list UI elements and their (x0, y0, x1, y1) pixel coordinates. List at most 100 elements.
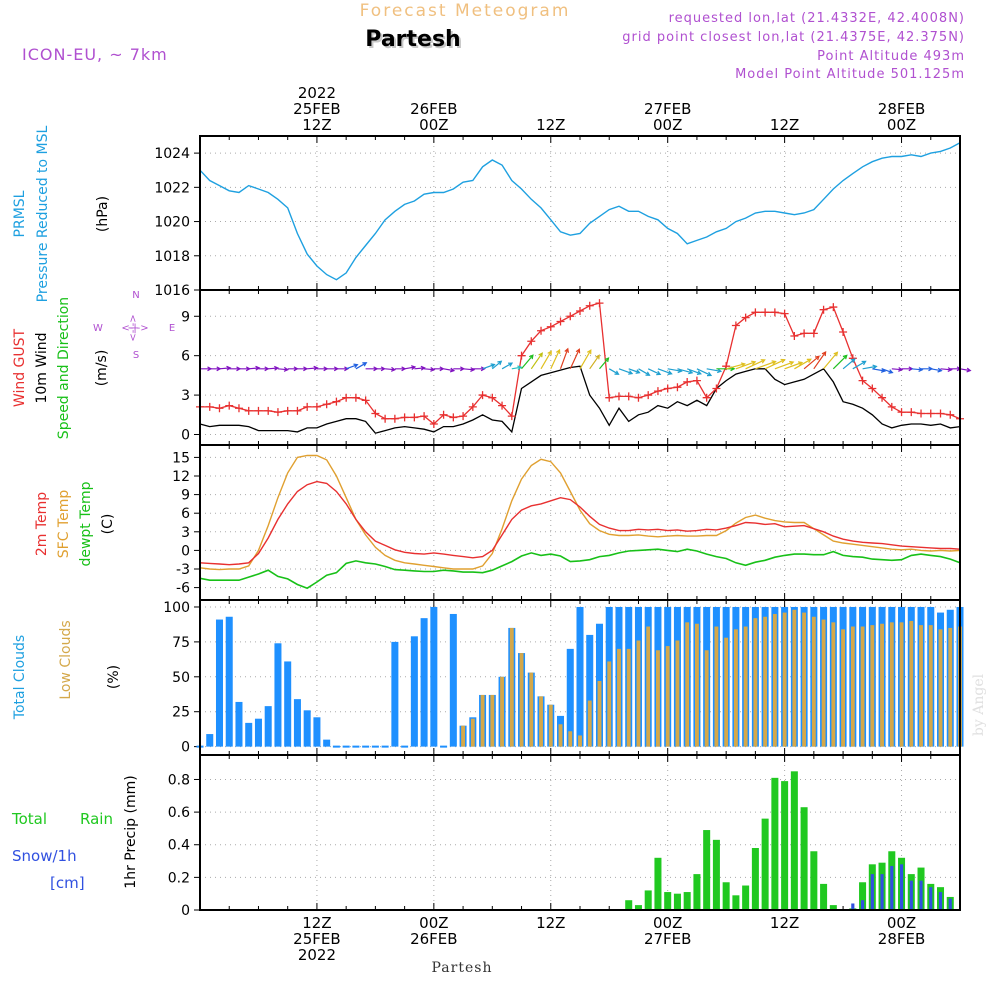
total-clouds-bar (254, 718, 262, 747)
low-clouds-bar (500, 676, 504, 747)
wind-barb (316, 366, 329, 372)
gust-marker (809, 329, 818, 338)
gust-marker (225, 401, 234, 410)
gust-marker (273, 408, 282, 417)
y-tick-label-5-4: 0.8 (168, 772, 190, 788)
p5-label-unit: 1hr Precip (mm) (123, 775, 139, 888)
gust-marker (868, 384, 877, 393)
time-label-bottom: 12Z (536, 914, 565, 932)
wind-barb (453, 366, 466, 372)
wind-barb (755, 360, 777, 370)
low-clouds-bar (685, 622, 690, 747)
low-clouds-bar (928, 625, 933, 747)
gust-marker (819, 305, 828, 314)
gust-marker (897, 408, 906, 417)
total-clouds-bar (245, 722, 253, 747)
y-tick-label-1-4: 1024 (154, 146, 190, 162)
wind-barb (618, 368, 634, 375)
wind-barb (784, 361, 804, 370)
wind-barb (287, 366, 299, 372)
wind-barb (530, 352, 543, 370)
total-clouds-bar (284, 661, 292, 747)
rain-bar (634, 905, 642, 910)
wind-barb (589, 354, 600, 370)
panel-3: -6 -3 0 3 6 9 12 15 (172, 445, 960, 600)
y-tick-label-2-2: 6 (181, 349, 190, 365)
gust-line (200, 302, 961, 425)
location-title: Partesh (365, 27, 460, 52)
y-tick-label-1-3: 1022 (154, 180, 190, 196)
wind-barb (307, 365, 319, 371)
y-tick-label-5-2: 0.4 (168, 838, 190, 854)
wind-barb (686, 368, 702, 375)
time-label-top: 26FEB (410, 100, 457, 118)
rain-bar (810, 851, 818, 910)
gust-marker (673, 383, 682, 392)
wind-barb (832, 354, 848, 370)
p1-label-prmsl: PRMSL (12, 190, 28, 237)
dewpt-line (199, 548, 961, 590)
wind-barb (375, 366, 386, 372)
panel-frame-5 (199, 754, 961, 911)
snow-bar (870, 874, 874, 910)
gust-marker (761, 308, 770, 317)
low-clouds-bar (646, 626, 651, 747)
low-clouds-bar (938, 629, 943, 747)
p4-label-unit: (%) (106, 665, 122, 689)
wind-barb (677, 368, 694, 375)
plot-area: 1016 1018 1020 1022 1024 0 3 6 9 -6 -3 0 3 6 9 12 15 0 25 5… (154, 84, 972, 964)
time-label-bottom: 25FEB (293, 930, 340, 948)
grid-point-coords: grid point closest lon,lat (21.4375E, 42… (622, 30, 965, 45)
low-clouds-bar (704, 650, 709, 747)
wind-barb (608, 368, 620, 375)
wind-barb (657, 368, 673, 375)
wind-speed-line (199, 365, 961, 434)
gust-marker (303, 402, 312, 411)
gust-marker (312, 402, 321, 411)
gust-marker (878, 393, 887, 402)
gust-marker (371, 409, 380, 418)
compass-east: E (169, 323, 175, 334)
gust-marker (507, 412, 516, 421)
low-clouds-bar (909, 620, 914, 747)
wind-barb (511, 365, 523, 371)
p1-label-pressure: Pressure Reduced to MSL (35, 125, 51, 302)
gust-marker (653, 387, 662, 396)
gust-marker (527, 337, 536, 346)
snow-bar (938, 892, 943, 910)
gust-marker (634, 393, 643, 402)
gust-marker (215, 404, 224, 413)
total-clouds-bar (264, 706, 272, 747)
model-label: ICON-EU, ~ 7km (22, 45, 168, 64)
gust-marker (624, 392, 633, 401)
gust-marker (293, 406, 302, 415)
y-tick-label-3-5: 9 (181, 488, 190, 504)
compass-north: N (132, 290, 139, 301)
gust-marker (926, 409, 935, 418)
gust-marker (907, 408, 916, 417)
credit-watermark: by Angel (971, 673, 987, 736)
wind-barb (326, 366, 339, 372)
gust-marker (429, 419, 438, 428)
total-clouds-bar (206, 734, 214, 747)
gust-marker (351, 393, 360, 402)
panel-1: 1016 1018 1020 1022 1024 (154, 136, 960, 299)
gust-marker (361, 396, 370, 405)
wind-barb (297, 366, 309, 372)
p3-label-t2m: 2m Temp (34, 492, 50, 556)
low-clouds-bar (548, 704, 553, 747)
time-label-top: 12Z (302, 116, 331, 134)
low-clouds-bar (607, 661, 612, 747)
time-label-bottom: 00Z (887, 914, 916, 932)
low-clouds-bar (899, 622, 904, 747)
wind-barb (463, 367, 476, 372)
gust-marker (478, 391, 487, 400)
low-clouds-bar (743, 626, 748, 747)
time-label-bottom: 12Z (770, 914, 799, 932)
low-clouds-bar (656, 650, 660, 747)
gust-marker (644, 391, 653, 400)
wind-barb (745, 359, 766, 370)
wind-barb (433, 366, 445, 372)
wind-barb (200, 366, 213, 372)
